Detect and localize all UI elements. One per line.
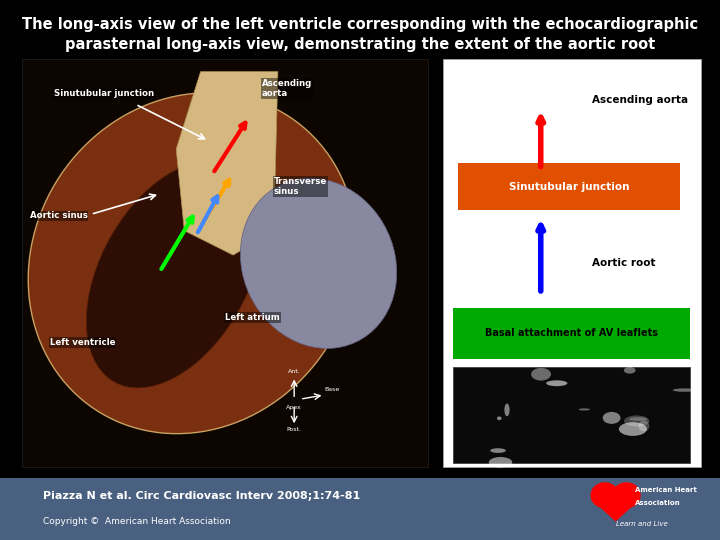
Ellipse shape — [579, 408, 590, 410]
Ellipse shape — [590, 482, 619, 508]
Bar — [458, 164, 680, 210]
Ellipse shape — [531, 368, 551, 381]
Polygon shape — [590, 499, 641, 522]
Text: Left atrium: Left atrium — [225, 313, 280, 322]
Text: Aortic sinus: Aortic sinus — [30, 211, 88, 220]
Text: American Heart: American Heart — [635, 487, 697, 494]
Text: Ascending aorta: Ascending aorta — [593, 95, 688, 105]
Polygon shape — [176, 72, 278, 255]
Ellipse shape — [624, 415, 649, 427]
Text: Sinutubular junction: Sinutubular junction — [54, 89, 154, 98]
Text: Sinutubular junction: Sinutubular junction — [509, 181, 629, 192]
Ellipse shape — [624, 367, 636, 374]
Ellipse shape — [629, 417, 647, 421]
Text: Piazza N et al. Circ Cardiovasc Interv 2008;1:74-81: Piazza N et al. Circ Cardiovasc Interv 2… — [43, 491, 361, 501]
Ellipse shape — [240, 178, 397, 348]
Text: Apex: Apex — [287, 405, 302, 410]
Text: Ant.: Ant. — [288, 369, 300, 374]
Bar — [453, 308, 690, 359]
Ellipse shape — [672, 388, 696, 392]
Bar — [443, 59, 701, 467]
Text: Copyright ©  American Heart Association: Copyright © American Heart Association — [43, 517, 231, 526]
Ellipse shape — [546, 380, 567, 386]
Text: Base: Base — [324, 387, 339, 392]
Text: Aortic root: Aortic root — [593, 258, 656, 268]
Text: Learn and Live: Learn and Live — [616, 522, 667, 528]
Text: Basal attachment of AV leaflets: Basal attachment of AV leaflets — [485, 328, 658, 339]
Text: Transverse
sinus: Transverse sinus — [274, 177, 327, 196]
Text: The long-axis view of the left ventricle corresponding with the echocardiographi: The long-axis view of the left ventricle… — [22, 17, 698, 32]
Ellipse shape — [490, 448, 506, 453]
Bar — [0, 478, 720, 540]
Ellipse shape — [86, 160, 263, 388]
Ellipse shape — [505, 403, 510, 416]
Text: parasternal long-axis view, demonstrating the extent of the aortic root: parasternal long-axis view, demonstratin… — [65, 37, 655, 52]
Ellipse shape — [497, 416, 502, 420]
Text: Association: Association — [635, 500, 680, 506]
Ellipse shape — [489, 457, 512, 468]
Bar — [22, 59, 428, 467]
Ellipse shape — [28, 93, 356, 434]
Text: Left ventricle: Left ventricle — [50, 338, 116, 347]
Ellipse shape — [603, 412, 621, 424]
Ellipse shape — [639, 421, 649, 431]
Ellipse shape — [619, 422, 647, 436]
Ellipse shape — [612, 482, 641, 508]
Text: Post.: Post. — [287, 427, 302, 431]
Bar — [453, 367, 690, 463]
Text: Ascending
aorta: Ascending aorta — [261, 79, 312, 98]
